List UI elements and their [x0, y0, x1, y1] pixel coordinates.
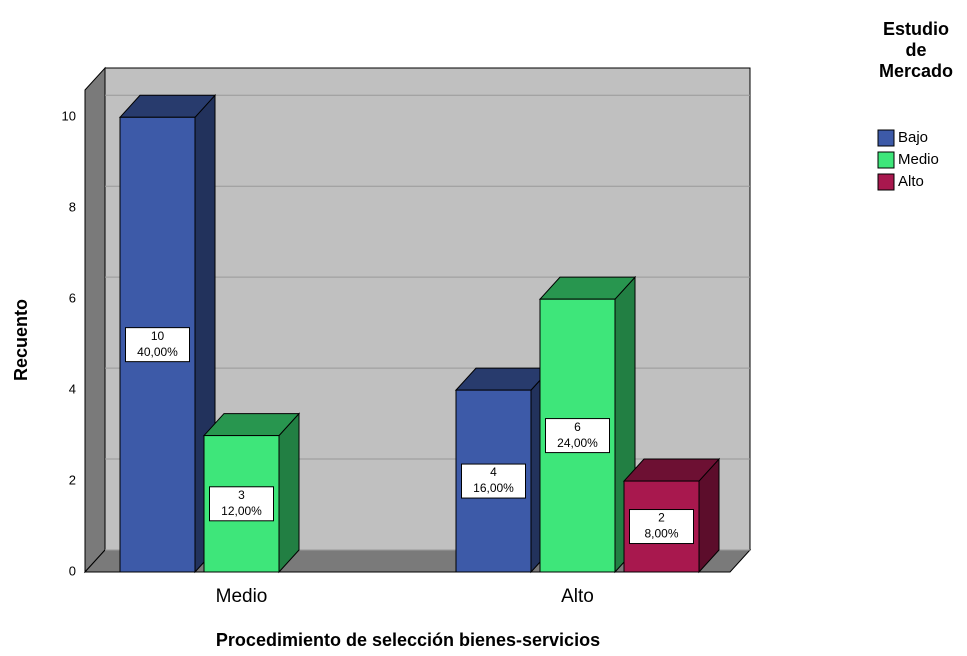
- legend-label: Medio: [898, 151, 939, 168]
- data-label-percent: 12,00%: [221, 504, 262, 518]
- x-tick-label: Medio: [216, 586, 268, 607]
- data-label-percent: 16,00%: [473, 481, 514, 495]
- data-label: 10: [151, 329, 165, 343]
- data-label-box: [125, 327, 190, 363]
- legend-swatch: [877, 173, 895, 191]
- data-label-percent: 24,00%: [557, 436, 598, 450]
- legend-label: Alto: [898, 173, 924, 190]
- data-label-box: [209, 486, 274, 522]
- side-wall: [84, 66, 106, 574]
- data-label-box: [629, 509, 694, 545]
- y-tick-label: 8: [69, 200, 76, 215]
- y-axis-title: Recuento: [11, 299, 31, 381]
- data-label-box: [461, 463, 526, 499]
- y-tick-label: 6: [69, 291, 76, 306]
- y-tick-label: 0: [69, 563, 76, 578]
- data-label: 4: [490, 465, 497, 479]
- data-label: 6: [574, 420, 581, 434]
- x-tick-label: Alto: [561, 586, 594, 607]
- y-tick-label: 4: [69, 382, 76, 397]
- data-label: 3: [238, 488, 245, 502]
- legend-swatch: [877, 151, 895, 169]
- bar-side: [278, 412, 300, 574]
- legend-title: Estudio: [883, 19, 949, 39]
- data-label-box: [545, 418, 610, 454]
- y-tick-label: 10: [62, 109, 76, 124]
- data-label: 2: [658, 511, 665, 525]
- data-label-percent: 8,00%: [644, 527, 678, 541]
- y-tick-label: 2: [69, 472, 76, 487]
- legend-title: de: [905, 40, 926, 60]
- legend-title: Mercado: [879, 61, 953, 81]
- data-label-percent: 40,00%: [137, 345, 178, 359]
- legend-swatch: [877, 129, 895, 147]
- x-axis-title: Procedimiento de selección bienes-servic…: [216, 630, 600, 650]
- legend-label: Bajo: [898, 129, 928, 146]
